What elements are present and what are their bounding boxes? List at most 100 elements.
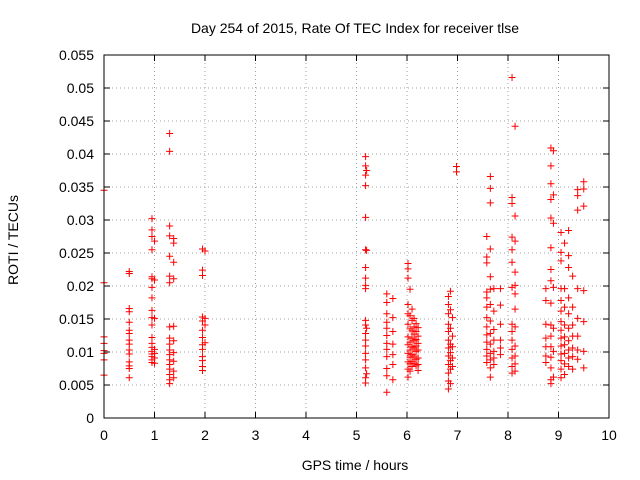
data-point xyxy=(170,357,178,365)
data-point xyxy=(198,357,206,365)
data-point xyxy=(574,332,582,340)
data-point xyxy=(201,321,209,329)
data-point xyxy=(483,345,491,353)
data-point xyxy=(565,324,573,332)
data-point xyxy=(362,162,370,170)
data-point xyxy=(511,352,519,360)
data-point xyxy=(362,330,370,338)
data-point xyxy=(125,330,133,338)
data-point xyxy=(490,336,498,344)
data-point xyxy=(574,285,582,293)
data-point xyxy=(389,351,397,359)
data-point xyxy=(483,331,491,339)
data-point xyxy=(511,342,519,350)
data-point xyxy=(444,293,452,301)
y-tick-label: 0.01 xyxy=(67,344,94,360)
data-point xyxy=(414,366,422,374)
data-point xyxy=(444,344,452,352)
data-point xyxy=(166,147,174,155)
data-point xyxy=(486,199,494,207)
data-point xyxy=(547,180,555,188)
data-point xyxy=(557,357,565,365)
data-point xyxy=(198,366,206,374)
data-point xyxy=(542,359,550,367)
data-point xyxy=(511,268,519,276)
data-point xyxy=(446,324,454,332)
data-point xyxy=(549,219,557,227)
data-point xyxy=(383,372,391,380)
data-point xyxy=(406,285,414,293)
data-point xyxy=(446,349,454,357)
data-point xyxy=(362,321,370,329)
data-point xyxy=(542,334,550,342)
data-point xyxy=(557,307,565,315)
data-point xyxy=(574,192,582,200)
y-tick-label: 0.005 xyxy=(59,377,94,393)
data-point xyxy=(148,215,156,223)
data-point xyxy=(362,182,370,190)
data-point xyxy=(561,360,569,368)
data-point xyxy=(565,294,573,302)
data-point xyxy=(557,334,565,342)
data-point xyxy=(198,345,206,353)
data-point xyxy=(448,332,456,340)
data-point xyxy=(362,264,370,272)
data-point xyxy=(389,314,397,322)
data-point xyxy=(496,336,504,344)
data-point xyxy=(362,213,370,221)
data-point xyxy=(542,285,550,293)
y-tick-label: 0 xyxy=(86,410,94,426)
data-point xyxy=(362,364,370,372)
data-point xyxy=(383,310,391,318)
data-point xyxy=(508,200,516,207)
data-point xyxy=(414,346,422,354)
data-point xyxy=(151,359,158,367)
data-point xyxy=(362,246,370,254)
data-point xyxy=(580,178,588,186)
data-point xyxy=(486,172,494,180)
data-point xyxy=(511,360,519,368)
data-point xyxy=(580,185,588,193)
data-point xyxy=(151,276,158,284)
data-point xyxy=(580,287,588,295)
y-tick-label: 0.035 xyxy=(59,179,94,195)
data-point xyxy=(580,202,588,210)
data-point xyxy=(569,353,577,361)
data-point xyxy=(404,300,412,308)
data-point xyxy=(170,367,178,375)
data-point xyxy=(166,130,174,138)
chart-title: Day 254 of 2015, Rate Of TEC Index for r… xyxy=(191,20,519,36)
data-point xyxy=(148,306,156,314)
data-point xyxy=(406,367,414,375)
data-point xyxy=(508,258,516,266)
data-point xyxy=(362,171,370,179)
data-point xyxy=(125,374,133,382)
data-point xyxy=(557,365,565,373)
data-point xyxy=(483,303,491,311)
data-point xyxy=(201,247,209,255)
data-point xyxy=(166,222,174,230)
data-point xyxy=(561,333,569,341)
data-point xyxy=(557,297,565,305)
data-point xyxy=(565,337,573,345)
data-point xyxy=(166,340,174,348)
x-tick-label: 1 xyxy=(151,427,159,443)
data-point xyxy=(580,364,588,372)
y-tick-label: 0.015 xyxy=(59,311,94,327)
data-point xyxy=(483,253,491,261)
data-point xyxy=(549,147,557,155)
x-tick-label: 6 xyxy=(403,427,411,443)
x-tick-label: 4 xyxy=(302,427,310,443)
data-point xyxy=(561,341,569,349)
y-tick-label: 0.04 xyxy=(67,146,94,162)
data-point xyxy=(574,186,582,194)
data-point xyxy=(404,274,412,282)
data-point xyxy=(448,354,456,362)
data-point xyxy=(125,365,133,372)
data-point xyxy=(483,352,491,360)
x-tick-label: 7 xyxy=(454,427,462,443)
data-point xyxy=(565,310,573,318)
data-point xyxy=(362,336,370,344)
data-point xyxy=(542,297,550,305)
data-point xyxy=(549,191,557,199)
